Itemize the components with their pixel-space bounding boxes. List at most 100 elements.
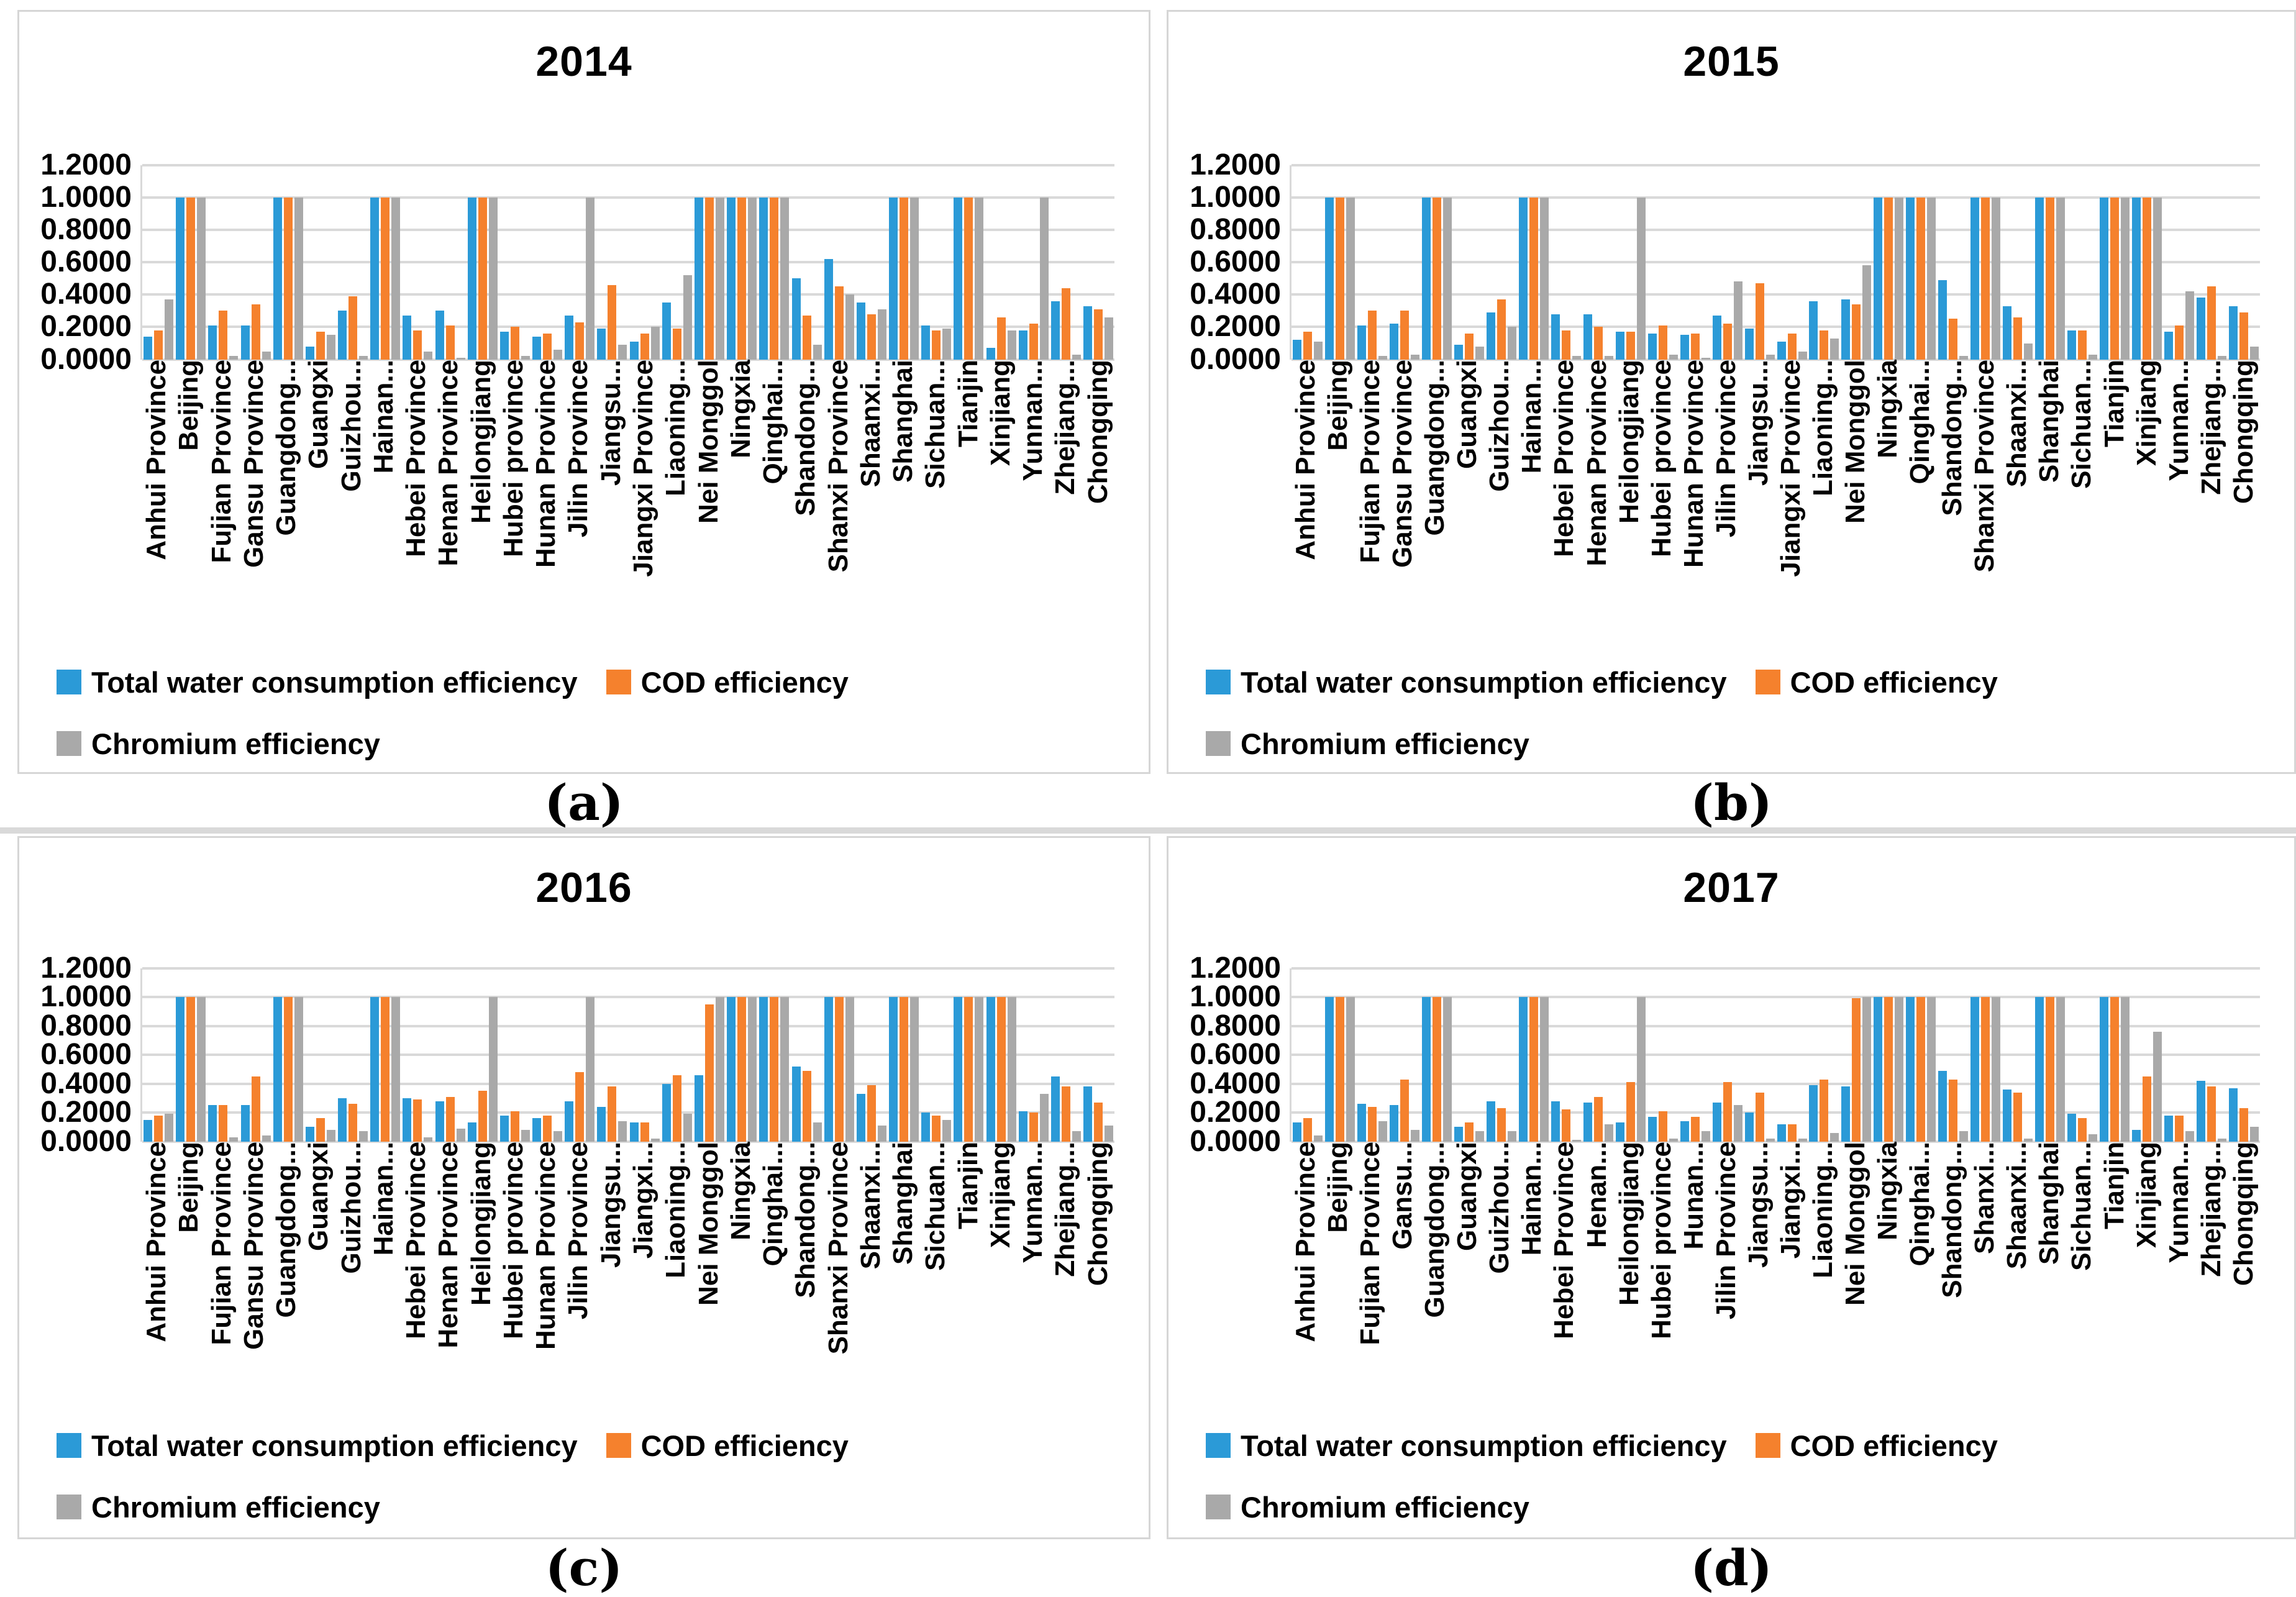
bar-group xyxy=(1485,968,1518,1142)
gridline xyxy=(1292,261,2260,264)
bar-cod xyxy=(1852,998,1861,1142)
bar-chromium xyxy=(1507,1131,1516,1142)
x-axis-label: Hebei Province xyxy=(1549,1141,1580,1339)
bar-group xyxy=(304,968,337,1142)
legend-label-water: Total water consumption efficiency xyxy=(1241,1429,1727,1462)
x-axis-label-cell: Jiangxi Province xyxy=(627,360,660,657)
x-axis-label-cell: Hebei Province xyxy=(1549,360,1581,657)
bar-water xyxy=(856,303,865,360)
bar-cod xyxy=(381,197,390,360)
bar-water xyxy=(144,1119,153,1142)
x-axis-label-cell: Anhui Province xyxy=(140,360,173,657)
x-axis-label: Hunan Province xyxy=(1678,359,1709,568)
caption-c: (c) xyxy=(545,1539,623,1597)
bar-water xyxy=(1777,1124,1786,1142)
bar-chromium xyxy=(1072,354,1081,360)
chart-title: 2016 xyxy=(535,864,632,911)
x-axis-label: Shanghai xyxy=(2034,359,2065,483)
row-divider xyxy=(0,827,2296,834)
y-axis-tick-label: 0.8000 xyxy=(40,212,132,246)
bar-group xyxy=(1421,165,1453,360)
bar-water xyxy=(791,1066,801,1142)
x-axis-label: Shanxi... xyxy=(1969,1141,2000,1254)
bar-chromium xyxy=(554,349,563,360)
x-axis-label-cell: Gansu Province xyxy=(238,1142,270,1420)
bar-cod xyxy=(2013,1092,2023,1142)
legend-swatch-cod xyxy=(606,1433,631,1458)
bar-group xyxy=(1615,165,1647,360)
bar-group xyxy=(499,968,531,1142)
bar-group xyxy=(2098,968,2131,1142)
bar-chromium xyxy=(975,997,984,1142)
legend-label-water: Total water consumption efficiency xyxy=(91,1429,578,1462)
x-axis-label-cell: Liaoning... xyxy=(660,360,692,657)
bar-water xyxy=(2229,306,2238,360)
x-axis-label: Guangxi xyxy=(1452,1141,1483,1251)
bar-water xyxy=(1083,306,1093,360)
bar-chromium xyxy=(1669,1138,1678,1142)
bar-cod xyxy=(1432,997,1441,1142)
bar-group xyxy=(758,165,790,360)
plot-area xyxy=(140,967,1114,1143)
bar-chromium xyxy=(488,997,498,1142)
x-axis-label-cell: Hebei Province xyxy=(400,360,432,657)
gridline xyxy=(142,325,1114,329)
y-axis-tick-label: 1.0000 xyxy=(1190,180,1281,214)
x-axis-label-cell: Zhejiang... xyxy=(2195,1142,2228,1420)
x-axis-label-cell: Guizhou... xyxy=(335,360,368,657)
bar-cod xyxy=(445,1096,455,1142)
gridline xyxy=(1292,325,2260,329)
bar-cod xyxy=(1852,304,1861,360)
bar-chromium xyxy=(1992,197,2001,360)
bar-group xyxy=(1050,165,1082,360)
bar-group xyxy=(2034,968,2066,1142)
bar-chromium xyxy=(554,1131,563,1142)
bar-group xyxy=(142,968,175,1142)
x-axis-label-cell: Liaoning... xyxy=(1807,360,1839,657)
bar-water xyxy=(1324,997,1334,1142)
x-axis-label: Zhejiang... xyxy=(1050,359,1081,495)
bar-chromium xyxy=(618,345,627,360)
x-axis-label: Gansu Province xyxy=(238,1141,269,1350)
bar-group xyxy=(985,968,1017,1142)
bar-group xyxy=(1082,968,1114,1142)
bar-cod xyxy=(575,322,585,360)
x-axis-label: Beijing xyxy=(1323,359,1353,451)
bar-group xyxy=(1647,968,1679,1142)
bar-cod xyxy=(2078,330,2087,360)
x-axis-label: Shanxi Province xyxy=(822,1141,854,1354)
bars-row xyxy=(1292,165,2260,360)
bar-water xyxy=(1680,1121,1689,1142)
y-axis-tick-label: 0.8000 xyxy=(1190,212,1281,246)
bar-chromium xyxy=(683,275,692,360)
bar-water xyxy=(1389,324,1398,360)
bar-water xyxy=(338,311,347,360)
x-axis-label-cell: Fujian Province xyxy=(1354,360,1387,657)
bar-water xyxy=(208,1105,217,1142)
bar-cod xyxy=(1626,332,1635,360)
bar-cod xyxy=(219,1105,228,1142)
x-axis-labels: Anhui Province Beijing Fujian Province Gans… xyxy=(1290,360,2260,657)
chart-panel-2016: 2016 1.2000 1.0000 0.8000 0.6000 0.4000 0.2000… xyxy=(17,836,1150,1539)
bar-group xyxy=(1808,165,1841,360)
bar-group xyxy=(2131,968,2163,1142)
y-axis-tick-label: 1.0000 xyxy=(1190,980,1281,1014)
bar-chromium xyxy=(877,1126,886,1142)
gridline xyxy=(142,1024,1114,1027)
bar-cod xyxy=(2207,1086,2216,1142)
x-axis-label-cell: Hainan... xyxy=(368,1142,400,1420)
x-axis-label-cell: Fujian Province xyxy=(1354,1142,1387,1420)
bar-chromium xyxy=(942,329,952,360)
bar-chromium xyxy=(1507,327,1516,360)
bar-group xyxy=(499,165,531,360)
bars-row xyxy=(142,968,1114,1142)
bar-cod xyxy=(964,197,973,360)
bar-cod xyxy=(543,333,552,360)
x-axis-label: Guangdong... xyxy=(271,1141,302,1318)
legend-row: Total water consumption efficiency COD ef… xyxy=(1206,1429,2294,1463)
bar-group xyxy=(1018,165,1050,360)
bar-water xyxy=(2132,197,2141,360)
bar-group xyxy=(790,968,822,1142)
bar-group xyxy=(1421,968,1453,1142)
y-axis-tick-label: 0.0000 xyxy=(40,342,132,376)
